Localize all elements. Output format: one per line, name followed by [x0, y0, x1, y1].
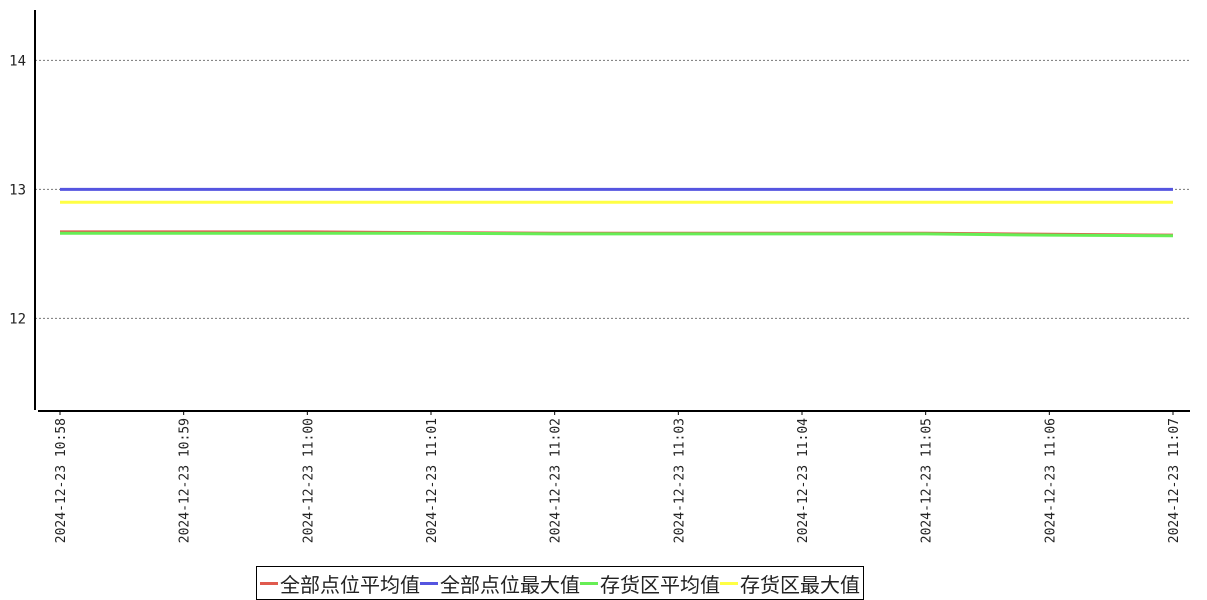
legend-label: 全部点位平均值: [280, 572, 420, 597]
x-tick-label: 2024-12-23 11:03: [672, 418, 687, 543]
y-tick-label: 14: [9, 53, 26, 69]
x-tick-label: 2024-12-23 11:07: [1167, 418, 1182, 543]
legend: 全部点位平均值 全部点位最大值 存货区平均值 存货区最大值: [256, 566, 864, 600]
x-tick-label: 2024-12-23 11:05: [920, 418, 935, 543]
legend-label: 存货区最大值: [740, 572, 860, 597]
x-tick-label: 2024-12-23 11:02: [549, 418, 564, 543]
x-tick-label: 2024-12-23 11:01: [425, 418, 440, 543]
legend-swatch: [720, 581, 738, 585]
y-tick-label: 12: [9, 311, 26, 327]
legend-item[interactable]: 存货区最大值: [720, 569, 860, 598]
legend-swatch: [580, 581, 598, 585]
legend-label: 全部点位最大值: [440, 572, 580, 597]
x-tick-label: 2024-12-23 10:59: [178, 418, 193, 543]
legend-item[interactable]: 全部点位最大值: [420, 569, 580, 598]
legend-item[interactable]: 存货区平均值: [580, 569, 720, 598]
x-tick-label: 2024-12-23 10:58: [54, 418, 69, 543]
legend-swatch: [420, 581, 438, 585]
legend-label: 存货区平均值: [600, 572, 720, 597]
x-tick-label: 2024-12-23 11:04: [796, 418, 811, 543]
y-tick-label: 13: [9, 182, 26, 198]
legend-item[interactable]: 全部点位平均值: [260, 569, 420, 598]
x-tick-label: 2024-12-23 11:00: [301, 418, 316, 543]
legend-swatch: [260, 581, 278, 585]
series-line-3: [60, 231, 1174, 238]
x-tick-label: 2024-12-23 11:06: [1043, 418, 1058, 543]
